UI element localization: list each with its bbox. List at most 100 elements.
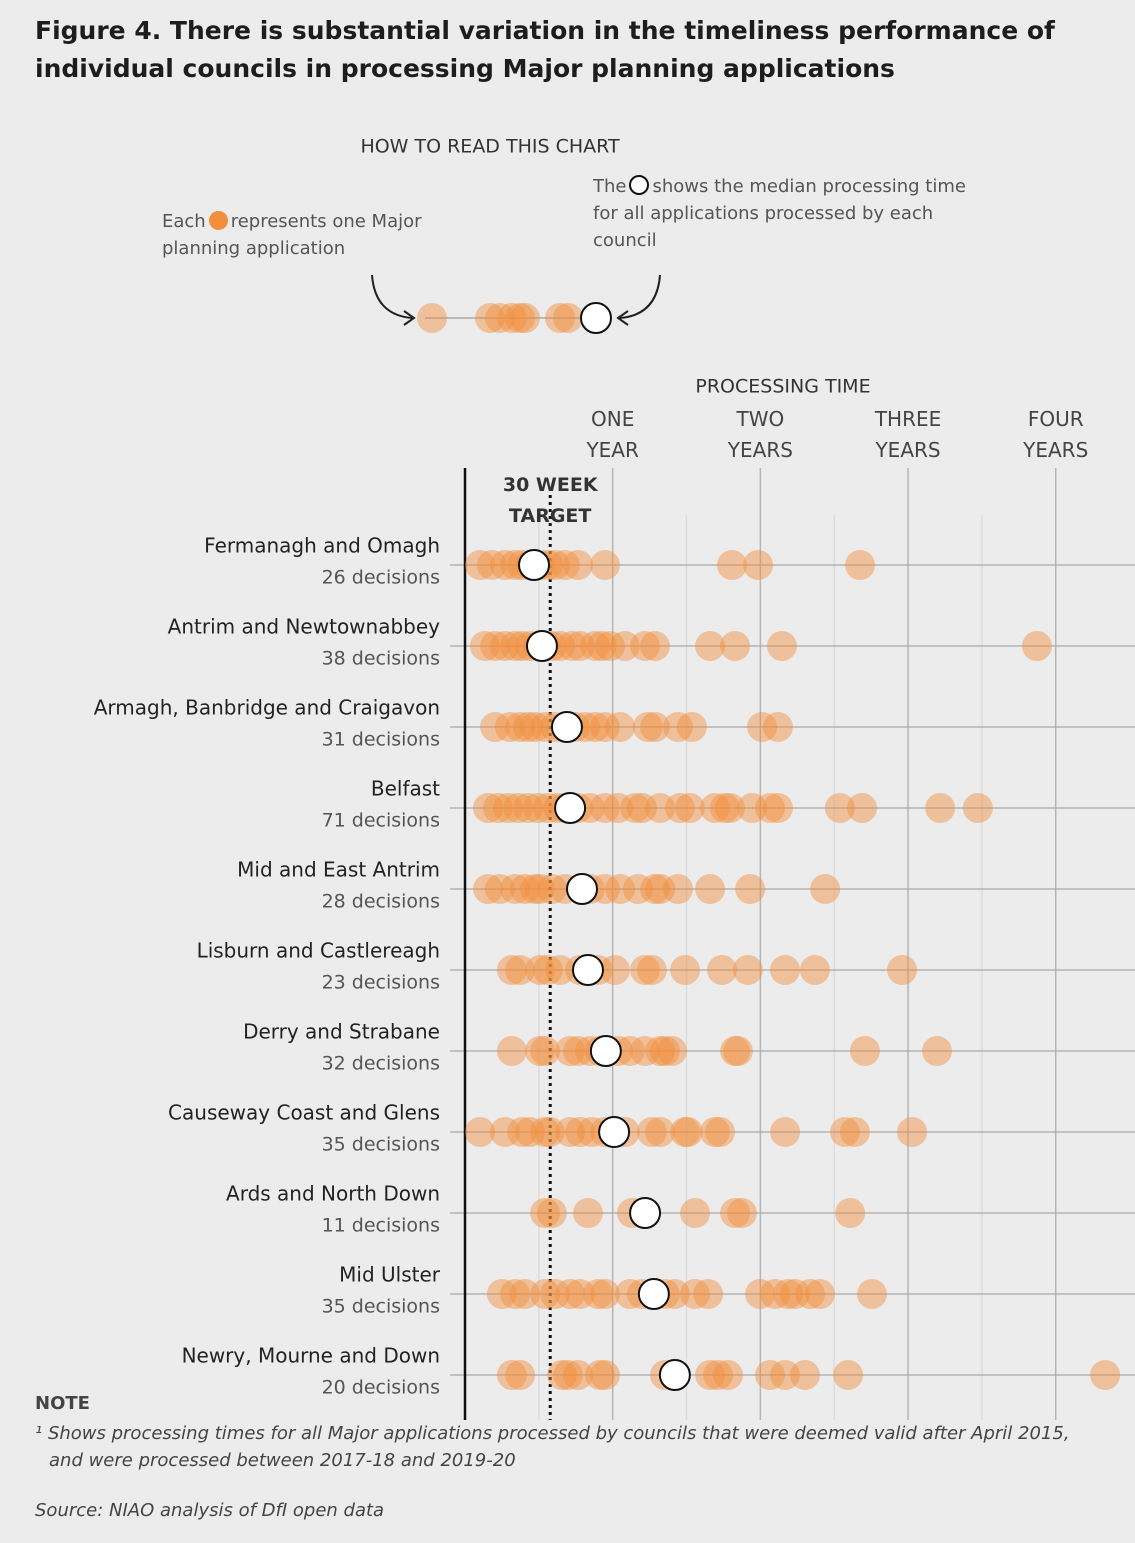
application-dot: [565, 1117, 596, 1147]
application-dot: [490, 1117, 521, 1147]
application-dot: [530, 1279, 561, 1309]
category-label: Newry, Mourne and Down: [182, 1344, 440, 1368]
application-dot: [615, 1279, 646, 1309]
application-dot: [507, 1117, 538, 1147]
source: Source: NIAO analysis of DfI open data: [35, 1500, 385, 1521]
application-dot: [845, 550, 876, 580]
note: ¹ Shows processing times for all Major a…: [35, 1420, 1095, 1474]
application-dot: [839, 1117, 870, 1147]
application-dot: [755, 1360, 786, 1390]
decisions-label: 35 decisions: [322, 1296, 440, 1318]
application-dot: [503, 793, 534, 823]
application-dot: [755, 793, 786, 823]
median-marker: [525, 630, 558, 662]
category-label: Causeway Coast and Glens: [168, 1101, 440, 1125]
application-dot: [735, 874, 766, 904]
application-dot: [515, 1117, 546, 1147]
application-dot: [590, 1279, 621, 1309]
category-label: Mid and East Antrim: [237, 858, 440, 882]
legend-dot-text: Each represents one Major planning applic…: [162, 208, 492, 262]
application-dot: [530, 1117, 561, 1147]
decisions-label: 11 decisions: [322, 1215, 440, 1237]
application-dot: [789, 1360, 820, 1390]
application-dot: [469, 631, 500, 661]
application-dot: [962, 793, 993, 823]
note-text: ¹ Shows processing times for all Major a…: [35, 1423, 1070, 1471]
decisions-label: 23 decisions: [322, 972, 440, 994]
x-tick-label: ONE YEAR: [585, 407, 639, 462]
median-marker: [566, 873, 599, 905]
legend-median-symbol: [629, 175, 650, 195]
application-dot: [505, 1360, 536, 1390]
application-dot: [649, 1036, 680, 1066]
application-dot: [473, 793, 504, 823]
application-dot: [716, 550, 747, 580]
application-dot: [699, 793, 730, 823]
application-dot: [712, 1360, 743, 1390]
application-dot: [674, 793, 705, 823]
application-dot: [496, 1036, 527, 1066]
legend-title: HOW TO READ THIS CHART: [360, 136, 620, 158]
application-dot: [536, 1198, 567, 1228]
application-dot: [925, 793, 956, 823]
application-dot: [663, 874, 693, 904]
application-dot: [582, 1279, 613, 1309]
application-dot: [766, 631, 797, 661]
application-dot: [565, 631, 596, 661]
legend-arrow: [371, 274, 413, 319]
decisions-label: 35 decisions: [322, 1134, 440, 1156]
application-dot: [553, 1360, 584, 1390]
application-dot: [732, 955, 763, 985]
application-dot: [524, 1036, 555, 1066]
application-dot: [722, 1036, 753, 1066]
application-dot: [664, 793, 695, 823]
chart-title: Figure 4. There is substantial variation…: [35, 16, 1055, 83]
median-marker: [518, 549, 551, 581]
application-dot: [519, 712, 550, 742]
application-dot: [720, 1198, 751, 1228]
legend-arrow: [619, 274, 661, 319]
application-dot: [714, 793, 745, 823]
application-dot: [603, 793, 634, 823]
category-label: Antrim and Newtownabbey: [168, 615, 440, 639]
application-dot: [534, 1117, 565, 1147]
decisions-label: 28 decisions: [322, 891, 440, 913]
legend-text: The: [593, 176, 627, 197]
application-dot: [480, 631, 511, 661]
axis-title: PROCESSING TIME: [695, 376, 870, 398]
legend-dot-symbol: [208, 211, 228, 230]
application-dot: [576, 1117, 607, 1147]
application-dot: [465, 550, 496, 580]
median-marker: [571, 954, 604, 986]
application-dot: [473, 874, 504, 904]
application-dot: [540, 1279, 571, 1309]
application-dot: [847, 793, 878, 823]
legend-text: Each: [162, 211, 206, 232]
application-dot: [530, 1036, 561, 1066]
application-dot: [645, 874, 676, 904]
application-dot: [1021, 631, 1052, 661]
application-dot: [695, 874, 726, 904]
median-marker: [658, 1359, 691, 1391]
application-dot: [615, 1036, 646, 1066]
application-dot: [645, 1036, 676, 1066]
application-dot: [547, 1360, 578, 1390]
application-dot: [563, 1360, 594, 1390]
application-dot: [760, 1279, 791, 1309]
legend-text: shows the median processing time for all…: [593, 176, 966, 251]
application-dot: [496, 1360, 527, 1390]
application-dot: [536, 874, 567, 904]
application-dot: [622, 874, 653, 904]
application-dot: [636, 1117, 667, 1147]
legend-arrowhead: [616, 310, 629, 326]
application-dot: [670, 955, 701, 985]
category-label: Derry and Strabane: [243, 1020, 440, 1044]
application-dot: [770, 955, 801, 985]
application-dot: [695, 1360, 726, 1390]
application-dot: [509, 1279, 540, 1309]
application-dot: [720, 1036, 751, 1066]
application-dot: [605, 712, 636, 742]
application-dot: [590, 874, 621, 904]
decisions-label: 20 decisions: [322, 1377, 440, 1399]
